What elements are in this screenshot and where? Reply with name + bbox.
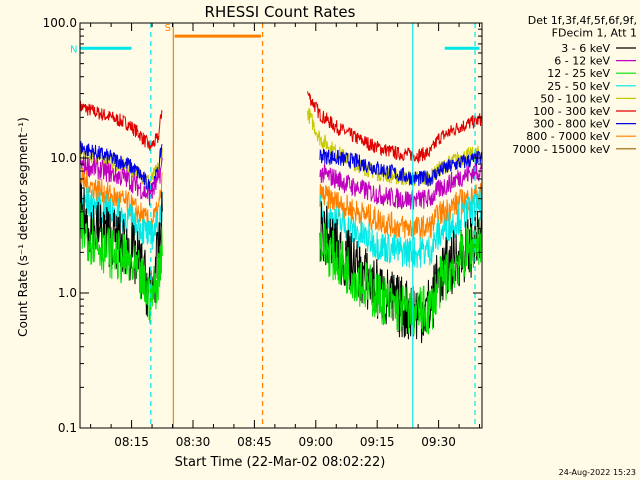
legend-entry-0: 3 - 6 keV bbox=[561, 42, 610, 55]
series-line-6-0 bbox=[79, 141, 163, 196]
legend-entry-7: 800 - 7000 keV bbox=[526, 130, 610, 143]
series-line-2-0 bbox=[79, 202, 163, 324]
annotation-label-0: N bbox=[70, 44, 77, 55]
series-line-6-1 bbox=[319, 148, 483, 187]
plot-area: NS bbox=[70, 23, 483, 428]
y-tick-label: 1.0 bbox=[58, 286, 77, 300]
legend-entry-4: 50 - 100 keV bbox=[540, 92, 610, 105]
legend-header-0: Det 1f,3f,4f,5f,6f,9f, bbox=[528, 14, 637, 27]
plot-frame bbox=[79, 22, 483, 429]
legend: Det 1f,3f,4f,5f,6f,9f,FDecim 1, Att 1 3 -… bbox=[512, 14, 637, 156]
series-line-7-1 bbox=[319, 183, 483, 241]
y-axis-label: Count Rate (s⁻¹ detector segment⁻¹) bbox=[16, 117, 30, 337]
series-line-1-1 bbox=[319, 161, 483, 210]
legend-entry-3: 25 - 50 keV bbox=[547, 80, 610, 93]
legend-entry-8: 7000 - 15000 keV bbox=[512, 143, 610, 156]
axes: 0.1 1.0 10.0 100.0 08:15 08:30 08:45 09:00 09:15… bbox=[43, 16, 483, 449]
x-tick-label: 09:30 bbox=[421, 435, 456, 449]
legend-entry-2: 12 - 25 keV bbox=[547, 67, 610, 80]
y-tick-label: 100.0 bbox=[43, 16, 77, 30]
legend-header-1: FDecim 1, Att 1 bbox=[552, 27, 637, 40]
series-line-2-1 bbox=[319, 217, 483, 336]
x-tick-label: 08:45 bbox=[237, 435, 272, 449]
x-axis-label: Start Time (22-Mar-02 08:02:22) bbox=[175, 455, 386, 470]
footer-timestamp: 24-Aug-2022 15:23 bbox=[559, 468, 636, 477]
legend-entry-1: 6 - 12 keV bbox=[554, 55, 610, 68]
chart-title: RHESSI Count Rates bbox=[205, 3, 356, 21]
legend-entry-6: 300 - 800 keV bbox=[533, 118, 610, 131]
legend-entry-5: 100 - 300 keV bbox=[533, 105, 610, 118]
x-tick-label: 09:00 bbox=[298, 435, 333, 449]
series-line-1-0 bbox=[79, 155, 163, 206]
series-line-5-1 bbox=[307, 91, 483, 164]
annotation-label-2: S bbox=[165, 23, 171, 34]
x-tick-label: 09:15 bbox=[360, 435, 395, 449]
y-tick-label: 0.1 bbox=[58, 421, 77, 435]
x-tick-label: 08:15 bbox=[114, 435, 149, 449]
x-tick-label: 08:30 bbox=[176, 435, 211, 449]
series-line-5-0 bbox=[79, 100, 163, 152]
y-tick-label: 10.0 bbox=[50, 151, 77, 165]
